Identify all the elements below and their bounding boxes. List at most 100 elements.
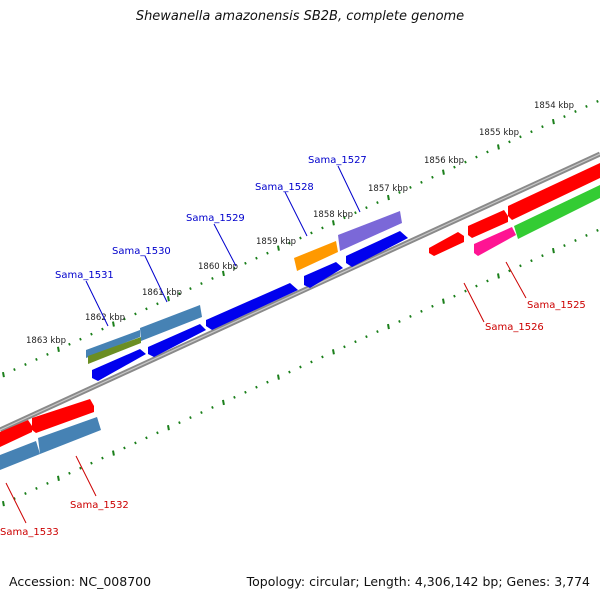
tick-mark <box>68 342 71 346</box>
tick-mark <box>376 330 379 334</box>
kbp-label: 1862 kbp <box>85 313 125 323</box>
tick-mark <box>46 352 49 356</box>
reverse-strand-row1 <box>429 163 600 256</box>
gene-arrow <box>346 231 408 267</box>
tick-mark <box>574 110 577 113</box>
kbp-label: 1854 kbp <box>534 101 574 111</box>
tick-mark <box>255 385 258 389</box>
kbp-label: 1859 kbp <box>256 237 296 247</box>
gene-arrow <box>294 241 338 271</box>
tick-mark <box>354 340 357 344</box>
tick-mark <box>101 327 104 331</box>
gene-label: Sama_1531 <box>55 270 114 281</box>
tick-mark <box>420 180 423 184</box>
tick-mark <box>530 259 533 263</box>
tick-mark <box>585 233 588 237</box>
tick-mark <box>310 231 313 235</box>
tick-mark <box>376 201 379 205</box>
tick-mark <box>112 321 115 327</box>
tick-mark <box>519 135 522 139</box>
kbp-label: 1856 kbp <box>424 156 464 166</box>
kbp-labels: 1854 kbp 1855 kbp 1856 kbp 1857 kbp 1858… <box>26 101 574 346</box>
kbp-label: 1855 kbp <box>479 128 519 138</box>
tick-mark <box>365 335 368 339</box>
tick-mark <box>123 317 126 321</box>
reverse-strand-left <box>0 399 101 470</box>
tick-mark <box>508 269 511 273</box>
tick-mark <box>596 99 599 103</box>
tick-mark <box>398 191 401 194</box>
tick-mark <box>189 416 192 420</box>
tick-mark <box>288 370 291 374</box>
tick-mark <box>475 155 478 159</box>
gene-arrow <box>32 399 94 433</box>
tick-mark <box>431 175 434 179</box>
tick-mark <box>552 247 555 254</box>
kbp-label: 1858 kbp <box>313 210 353 220</box>
tick-mark <box>13 368 16 372</box>
tick-mark <box>57 346 60 352</box>
gene-arrow <box>0 420 32 447</box>
gene-arrow <box>338 211 402 251</box>
tick-mark <box>233 266 236 270</box>
tick-mark <box>57 475 60 481</box>
tick-mark <box>24 363 27 366</box>
tick-mark <box>112 450 115 456</box>
gene-arrow <box>206 283 298 330</box>
tick-mark <box>519 264 522 268</box>
tick-mark <box>343 216 346 220</box>
tick-tracks <box>2 99 599 507</box>
tick-mark <box>497 273 500 279</box>
tick-mark <box>244 261 247 265</box>
forward-strand-row2 <box>92 231 408 381</box>
accession-text: Accession: NC_008700 <box>9 574 152 589</box>
tick-mark <box>409 185 412 189</box>
tick-mark <box>79 337 82 341</box>
tick-mark <box>541 254 544 258</box>
tick-mark <box>35 357 38 361</box>
tick-mark <box>310 360 313 364</box>
tick-mark <box>35 486 38 490</box>
tick-mark <box>244 390 247 394</box>
tick-mark <box>200 282 203 285</box>
tick-mark <box>508 140 511 144</box>
tick-mark <box>387 194 390 201</box>
kbp-label: 1863 kbp <box>26 336 66 346</box>
tick-mark <box>79 466 82 470</box>
tick-mark <box>68 471 71 475</box>
tick-mark <box>431 304 434 308</box>
tick-mark <box>409 314 412 318</box>
tick-mark <box>453 165 456 169</box>
gene-arrow <box>0 441 40 470</box>
gene-labels: Sama_1527 Sama_1528 Sama_1529 Sama_1530 … <box>0 155 586 538</box>
tick-mark <box>211 406 214 409</box>
tick-mark <box>134 312 137 316</box>
gene-arrow <box>514 185 600 239</box>
kbp-label: 1861 kbp <box>142 288 182 298</box>
tick-mark <box>2 371 5 378</box>
gene-label: Sama_1526 <box>485 322 544 333</box>
gene-arrow <box>140 305 202 341</box>
tick-mark <box>178 292 181 296</box>
gene-label: Sama_1533 <box>0 527 59 538</box>
tick-mark <box>332 349 335 355</box>
callout-lines <box>5 165 527 524</box>
tick-mark <box>46 481 49 485</box>
tick-mark <box>255 256 258 260</box>
tick-mark <box>90 461 93 465</box>
tick-mark <box>596 228 599 232</box>
genome-backbone <box>0 151 600 433</box>
kbp-label: 1857 kbp <box>368 184 408 194</box>
gene-arrow <box>92 349 146 381</box>
tick-mark <box>464 160 467 164</box>
tick-mark <box>178 421 181 425</box>
gene-label: Sama_1528 <box>255 182 314 193</box>
gene-arrow <box>429 232 464 256</box>
map-title: Shewanella amazonensis SB2B, complete ge… <box>135 9 465 24</box>
tick-mark <box>354 211 357 215</box>
tick-mark <box>2 500 5 507</box>
tick-mark <box>145 436 148 440</box>
tick-mark <box>486 279 489 283</box>
tick-mark <box>475 284 478 288</box>
tick-mark <box>211 277 214 280</box>
